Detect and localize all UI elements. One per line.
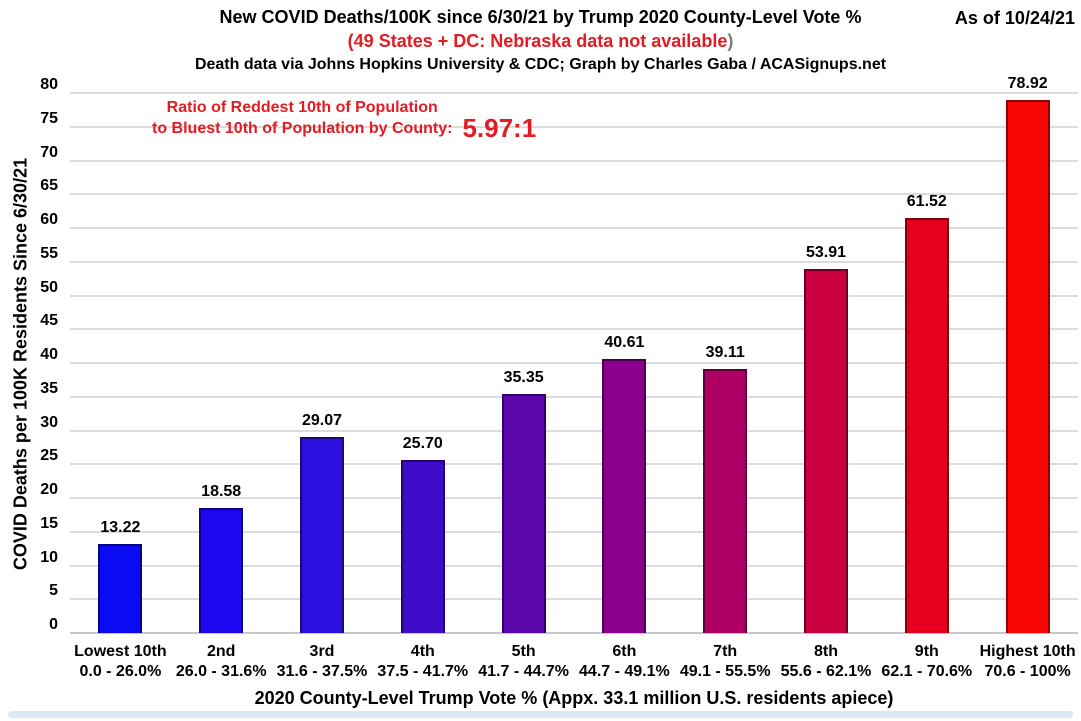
subtitle-red-text: (49 States + DC: Nebraska data not avail… xyxy=(347,31,728,51)
x-category-label-6: 6th 44.7 - 49.1% xyxy=(579,643,670,680)
y-tick-label-55: 55 xyxy=(40,244,58,262)
x-category-label-1: Lowest 10th 0.0 - 26.0% xyxy=(74,643,167,680)
gridline-y-40 xyxy=(70,362,1078,364)
chart-subtitle: (49 States + DC: Nebraska data not avail… xyxy=(0,31,1081,52)
x-category-label-3: 3rd 31.6 - 37.5% xyxy=(276,643,368,680)
gridline-y-30 xyxy=(70,429,1078,432)
subtitle-close-paren: ) xyxy=(727,31,734,51)
chart-title: New COVID Deaths/100K since 6/30/21 by T… xyxy=(219,7,862,27)
x-category-label-7: 7th 49.1 - 55.5% xyxy=(679,643,771,680)
gridline-y-20 xyxy=(70,497,1078,499)
ratio-annotation-text: Ratio of Reddest 10th of Population to B… xyxy=(152,97,452,139)
gridline-y-45 xyxy=(70,328,1078,331)
bar-value-label: 18.58 xyxy=(201,482,242,500)
gridline-y-10 xyxy=(70,564,1078,567)
as-of-date: As of 10/24/21 xyxy=(954,8,1075,28)
bar-7th xyxy=(703,369,748,633)
bar-value-label: 40.61 xyxy=(604,333,645,351)
bar-value-label: 29.07 xyxy=(301,411,343,429)
gridline-y-15 xyxy=(70,530,1078,533)
x-category-label-5: 5th 41.7 - 44.7% xyxy=(478,643,569,680)
bar-4th xyxy=(400,459,445,633)
bar-value-label: 35.35 xyxy=(503,369,544,387)
y-tick-label-25: 25 xyxy=(40,447,58,465)
y-tick-label-15: 15 xyxy=(40,514,58,532)
bottom-accent-strip xyxy=(8,711,1073,718)
y-tick-label-5: 5 xyxy=(49,582,58,600)
bar-value-label: 78.92 xyxy=(1007,75,1048,93)
y-tick-label-45: 45 xyxy=(40,312,58,330)
bar-3rd xyxy=(300,436,344,633)
x-category-label-8: 8th 55.6 - 62.1% xyxy=(780,643,872,680)
gridline-y-70 xyxy=(70,159,1078,162)
bar-5th xyxy=(501,394,546,633)
bar-value-label: 13.22 xyxy=(100,518,141,536)
plot-area: 0 5 10 15 20 25 30 35 40 45 50 55 60 65 70 75 80 13.22 18.… xyxy=(40,75,1078,634)
ratio-value: 5.97:1 xyxy=(462,113,537,143)
y-axis-title: COVID Deaths per 100K Residents Since 6/… xyxy=(10,157,31,571)
gridline-y-5 xyxy=(70,598,1078,601)
gridline-y-35 xyxy=(70,395,1078,398)
x-category-label-4: 4th 37.5 - 41.7% xyxy=(377,643,469,680)
x-category-label-2: 2nd 26.0 - 31.6% xyxy=(175,643,267,680)
title-block: New COVID Deaths/100K since 6/30/21 by T… xyxy=(0,7,1081,74)
x-axis-title: 2020 County-Level Trump Vote % (Appx. 33… xyxy=(254,688,894,708)
bar-value-label: 53.91 xyxy=(805,244,847,262)
gridline-y-0 xyxy=(70,632,1078,634)
bar-8th xyxy=(804,269,848,633)
y-tick-label-80: 80 xyxy=(40,76,58,93)
ratio-annotation: Ratio of Reddest 10th of Population to B… xyxy=(152,97,537,143)
y-tick-label-35: 35 xyxy=(40,379,58,397)
data-credit-line: Death data via Johns Hopkins University … xyxy=(194,56,887,73)
gridline-y-25 xyxy=(70,463,1078,466)
y-tick-label-0: 0 xyxy=(49,616,58,633)
y-tick-label-50: 50 xyxy=(40,278,58,296)
y-tick-label-75: 75 xyxy=(40,109,58,127)
ratio-annotation-line1: Ratio of Reddest 10th of Population xyxy=(166,99,438,116)
gridline-y-50 xyxy=(70,294,1078,297)
bar-value-label: 39.11 xyxy=(705,344,745,362)
y-tick-label-20: 20 xyxy=(40,481,58,498)
bar-2nd xyxy=(199,507,244,633)
gridline-y-80 xyxy=(70,92,1078,94)
y-tick-label-60: 60 xyxy=(40,211,58,228)
y-tick-label-65: 65 xyxy=(40,177,58,195)
bar-6th xyxy=(602,358,647,633)
bar-value-label: 25.70 xyxy=(402,434,443,452)
x-category-label-10: Highest 10th 70.6 - 100% xyxy=(979,643,1076,680)
y-tick-label-40: 40 xyxy=(40,346,58,363)
ratio-annotation-line2: to Bluest 10th of Population by County: xyxy=(152,120,453,137)
gridline-y-65 xyxy=(70,193,1078,196)
y-tick-label-10: 10 xyxy=(40,548,58,566)
y-tick-label-70: 70 xyxy=(40,143,58,161)
x-category-label-9: 9th 62.1 - 70.6% xyxy=(881,643,973,680)
bar-value-label: 61.52 xyxy=(906,192,947,210)
bar-lowest-10th xyxy=(98,543,143,633)
gridline-y-55 xyxy=(70,260,1078,263)
gridline-y-75 xyxy=(70,125,1078,128)
y-tick-label-30: 30 xyxy=(40,413,58,431)
bar-9th xyxy=(904,217,949,633)
bar-highest-10th xyxy=(1005,100,1050,633)
gridline-y-60 xyxy=(70,227,1078,229)
